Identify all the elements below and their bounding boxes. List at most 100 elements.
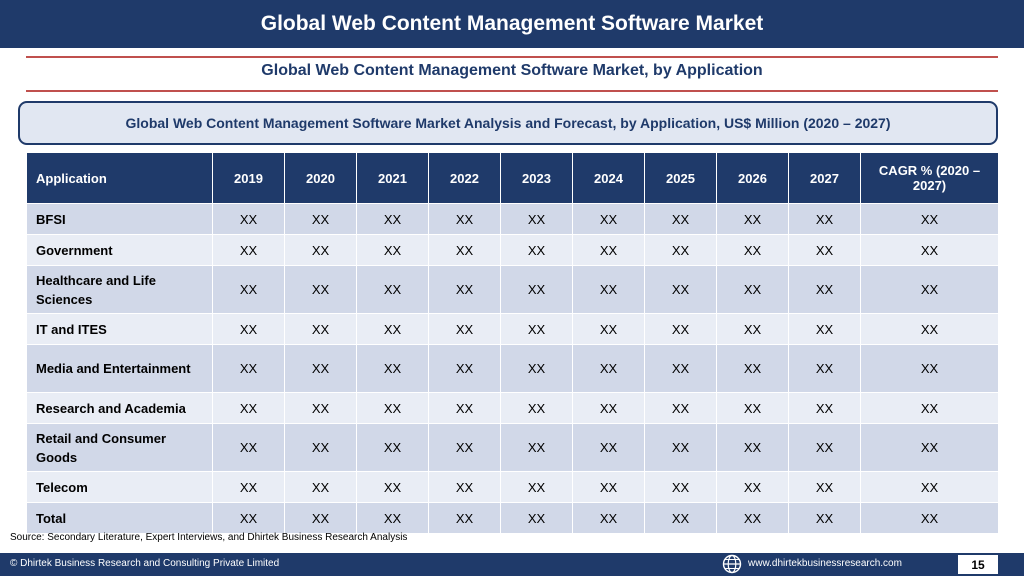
table-row: Research and Academia XX XX XX XX XX XX XX XX XX X…	[26, 392, 999, 424]
table-row: Government XX XX XX XX XX XX XX XX XX XX	[26, 234, 999, 266]
table-cell: XX	[716, 423, 789, 472]
table-cell: XX	[716, 392, 789, 424]
table-cell: XX	[788, 313, 861, 345]
table-cell: XX	[212, 423, 285, 472]
row-label: Media and Entertainment	[26, 344, 213, 393]
table-row: Healthcare and Life Sciences XX XX XX XX XX XX…	[26, 265, 999, 314]
table-cell: XX	[644, 313, 717, 345]
table-cell: XX	[284, 392, 357, 424]
table-cell: XX	[500, 203, 573, 235]
globe-icon	[722, 554, 742, 574]
table-cell: XX	[284, 203, 357, 235]
table-cell: XX	[644, 423, 717, 472]
table-cell: XX	[356, 423, 429, 472]
column-header: 2020	[284, 152, 357, 204]
page-title: Global Web Content Management Software M…	[260, 12, 764, 35]
source-note: Source: Secondary Literature, Expert Int…	[10, 532, 408, 543]
table-cell: XX	[428, 203, 501, 235]
table-cell: XX	[716, 234, 789, 266]
table-cell: XX	[788, 203, 861, 235]
table-cell: XX	[500, 471, 573, 503]
table-cell: XX	[788, 234, 861, 266]
table-cell: XX	[860, 203, 999, 235]
table-cell: XX	[284, 265, 357, 314]
table-cell: XX	[284, 471, 357, 503]
table-cell: XX	[212, 502, 285, 534]
table-cell: XX	[356, 265, 429, 314]
table-cell: XX	[860, 392, 999, 424]
table-cell: XX	[644, 265, 717, 314]
column-header: Application	[26, 152, 213, 204]
table-row: Telecom XX XX XX XX XX XX XX XX XX XX	[26, 471, 999, 503]
table-cell: XX	[860, 265, 999, 314]
table-cell: XX	[572, 502, 645, 534]
table-cell: XX	[572, 471, 645, 503]
table-cell: XX	[644, 203, 717, 235]
table-cell: XX	[428, 392, 501, 424]
table-cell: XX	[716, 313, 789, 345]
table-cell: XX	[356, 313, 429, 345]
column-header: 2021	[356, 152, 429, 204]
table-cell: XX	[356, 344, 429, 393]
table-cell: XX	[572, 203, 645, 235]
table-cell: XX	[860, 344, 999, 393]
table-cell: XX	[212, 265, 285, 314]
page-number: 15	[958, 555, 998, 574]
table-cell: XX	[284, 344, 357, 393]
table-cell: XX	[860, 502, 999, 534]
column-header: 2025	[644, 152, 717, 204]
row-label: BFSI	[26, 203, 213, 235]
table-cell: XX	[716, 502, 789, 534]
table-cell: XX	[644, 471, 717, 503]
table-row: Media and Entertainment XX XX XX XX XX XX XX XX X…	[26, 344, 999, 393]
table-cell: XX	[212, 471, 285, 503]
row-label: Telecom	[26, 471, 213, 503]
table-cell: XX	[644, 502, 717, 534]
section-subtitle: Global Web Content Management Software M…	[261, 62, 763, 79]
table-cell: XX	[356, 203, 429, 235]
table-cell: XX	[212, 203, 285, 235]
table-cell: XX	[428, 502, 501, 534]
table-cell: XX	[644, 392, 717, 424]
table-cell: XX	[500, 265, 573, 314]
table-cell: XX	[860, 471, 999, 503]
column-header: 2026	[716, 152, 789, 204]
table-cell: XX	[284, 423, 357, 472]
table-cell: XX	[716, 203, 789, 235]
column-header: 2019	[212, 152, 285, 204]
footer-bar: © Dhirtek Business Research and Consulti…	[0, 553, 1024, 576]
row-label: Retail and Consumer Goods	[26, 423, 213, 472]
column-header: 2024	[572, 152, 645, 204]
table-row: Retail and Consumer Goods XX XX XX XX XX XX XX X…	[26, 423, 999, 472]
table-cell: XX	[788, 423, 861, 472]
copyright-text: © Dhirtek Business Research and Consulti…	[10, 558, 280, 569]
table-cell: XX	[572, 392, 645, 424]
top-divider	[26, 56, 998, 58]
table-cell: XX	[500, 392, 573, 424]
table-cell: XX	[644, 234, 717, 266]
table-cell: XX	[284, 234, 357, 266]
title-bar: Global Web Content Management Software M…	[0, 0, 1024, 48]
table-cell: XX	[500, 313, 573, 345]
table-cell: XX	[428, 344, 501, 393]
table-cell: XX	[572, 234, 645, 266]
market-table: Application 2019 2020 2021 2022 2023 202…	[26, 152, 999, 534]
website-link[interactable]: www.dhirtekbusinessresearch.com	[748, 558, 902, 569]
table-cell: XX	[788, 392, 861, 424]
column-header: CAGR % (2020 – 2027)	[860, 152, 999, 204]
table-cell: XX	[788, 471, 861, 503]
table-cell: XX	[860, 234, 999, 266]
row-label: Government	[26, 234, 213, 266]
table-cell: XX	[572, 344, 645, 393]
table-cell: XX	[356, 392, 429, 424]
table-cell: XX	[356, 471, 429, 503]
table-cell: XX	[428, 423, 501, 472]
table-cell: XX	[500, 423, 573, 472]
table-cell: XX	[212, 313, 285, 345]
table-cell: XX	[788, 344, 861, 393]
table-cell: XX	[356, 502, 429, 534]
table-cell: XX	[356, 234, 429, 266]
column-header: 2023	[500, 152, 573, 204]
table-cell: XX	[284, 313, 357, 345]
table-cell: XX	[212, 392, 285, 424]
